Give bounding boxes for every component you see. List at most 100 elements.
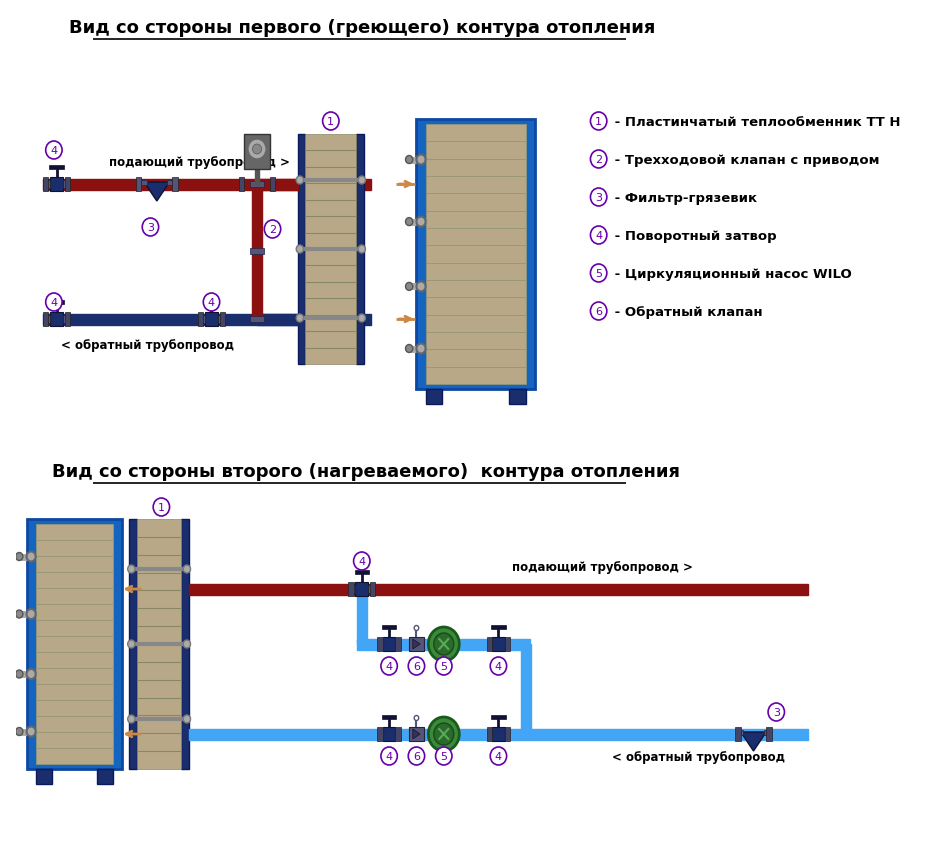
Bar [492,637,505,651]
Bar [489,640,492,648]
Bar [257,314,298,325]
Circle shape [590,189,607,207]
Text: 2: 2 [269,225,276,234]
Bar [50,178,63,192]
Circle shape [405,283,413,291]
Text: 4: 4 [208,297,215,308]
Bar [43,179,371,190]
Bar [181,520,189,769]
Circle shape [16,610,23,619]
Circle shape [16,728,23,735]
Text: 3: 3 [773,707,780,717]
Circle shape [353,552,370,570]
Bar [47,315,50,324]
Text: Вид со стороны второго (нагреваемого)  контура отопления: Вид со стороны второго (нагреваемого) ко… [53,463,681,481]
Polygon shape [144,183,169,202]
Bar [352,585,355,593]
Circle shape [322,112,339,131]
Text: 4: 4 [595,231,603,241]
Circle shape [128,566,135,573]
Bar [396,637,401,651]
Circle shape [26,609,36,619]
Circle shape [429,717,460,751]
Circle shape [46,141,62,160]
Circle shape [416,344,426,354]
Circle shape [408,747,425,765]
Circle shape [590,302,607,320]
Bar [36,769,52,784]
Text: 4: 4 [494,751,502,761]
Circle shape [429,627,460,661]
Bar [396,727,401,741]
Bar [201,315,205,324]
Bar [382,715,397,719]
Text: 6: 6 [595,307,603,317]
Bar [306,135,356,365]
Text: 4: 4 [385,751,393,761]
Circle shape [416,282,426,292]
Bar [735,727,741,741]
Bar [426,389,442,405]
Circle shape [768,703,785,721]
Text: - Пластинчатый теплообменник ТТ Н: - Пластинчатый теплообменник ТТ Н [610,115,901,129]
Bar [298,135,306,365]
Circle shape [435,657,452,675]
Bar [204,301,219,305]
Bar [354,570,369,574]
Bar [370,582,375,596]
Bar [205,313,218,326]
Bar [65,178,70,192]
Bar [197,313,203,326]
Bar [377,727,383,741]
Bar [63,181,67,189]
Circle shape [253,145,261,155]
Bar [97,769,113,784]
Text: 5: 5 [440,661,447,671]
Bar [379,730,383,738]
Text: 5: 5 [595,268,603,279]
Bar [63,315,67,324]
Text: 4: 4 [51,146,57,156]
Bar [368,585,372,593]
Bar [409,637,424,651]
Bar [36,524,113,764]
Bar [491,625,506,630]
Text: подающий трубопровод >: подающий трубопровод > [512,560,693,573]
Bar [409,727,424,741]
Bar [348,582,353,596]
Bar [738,730,744,735]
Bar [270,178,275,192]
Bar [43,178,49,192]
Text: 1: 1 [327,117,335,127]
Bar [49,166,64,170]
Circle shape [128,715,135,723]
Text: 6: 6 [413,751,420,761]
Bar [130,520,137,769]
Bar [166,181,172,186]
Bar [763,730,769,735]
Text: < обратный трубопровод: < обратный трубопровод [61,338,234,351]
Circle shape [405,156,413,164]
Circle shape [183,566,191,573]
Circle shape [26,727,36,737]
Bar [505,640,509,648]
Circle shape [590,265,607,283]
Bar [505,637,510,651]
Polygon shape [741,732,766,751]
Circle shape [26,669,36,679]
Bar [250,181,264,187]
Text: - Фильтр-грязевик: - Фильтр-грязевик [610,192,758,204]
Bar [43,314,371,325]
Bar [521,644,531,734]
Circle shape [16,553,23,561]
Circle shape [590,227,607,245]
Circle shape [381,657,398,675]
Circle shape [203,294,220,312]
Text: - Циркуляционный насос WILO: - Циркуляционный насос WILO [610,268,853,280]
Circle shape [296,245,304,254]
Text: 3: 3 [595,193,603,203]
Circle shape [590,151,607,169]
Bar [509,389,525,405]
Bar [492,727,505,741]
Circle shape [405,345,413,353]
